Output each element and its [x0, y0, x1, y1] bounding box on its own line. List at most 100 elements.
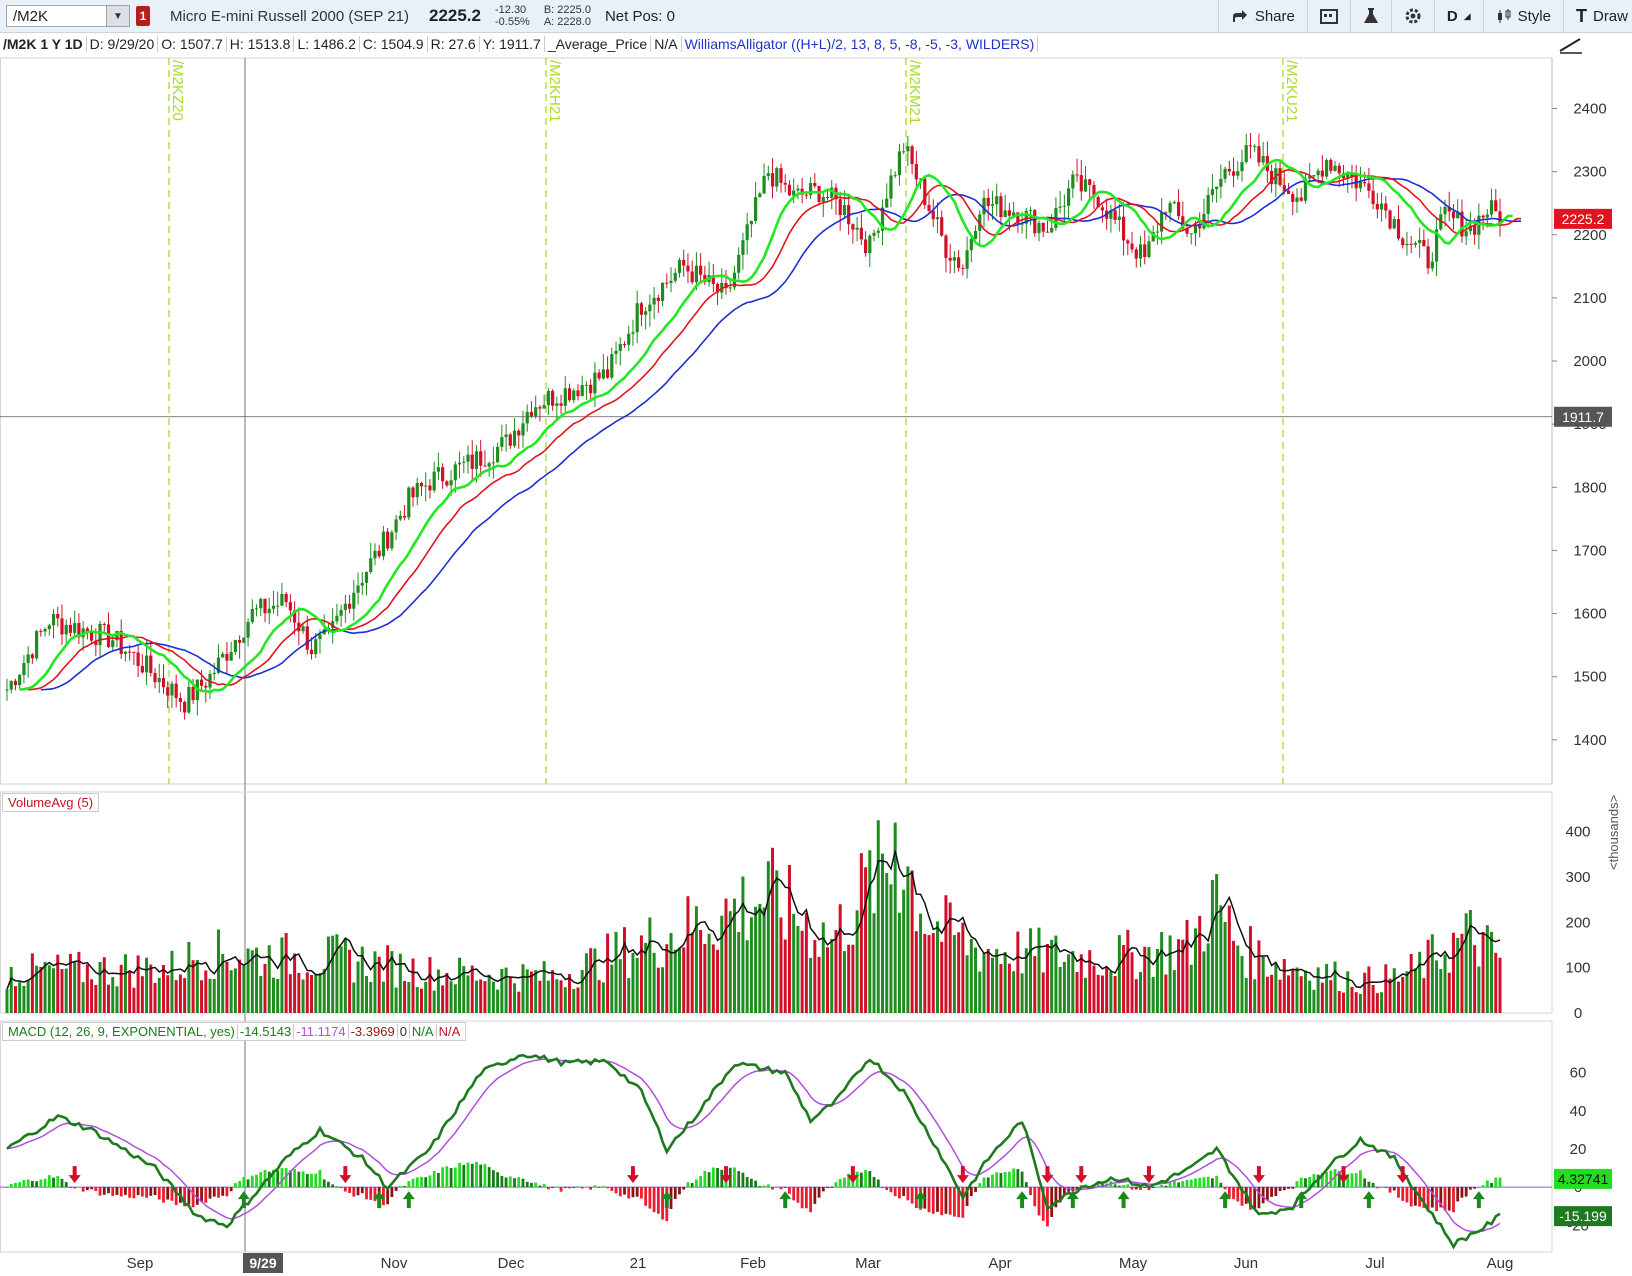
style-label: Style	[1517, 7, 1551, 25]
volume-bar	[1058, 967, 1062, 1013]
studies-button[interactable]	[1349, 0, 1391, 32]
candle-body	[35, 631, 39, 659]
macd-histogram-bar	[542, 1184, 546, 1188]
candle-body	[1253, 146, 1257, 148]
macd-study-label[interactable]: MACD (12, 26, 9, EXPONENTIAL, yes) -14.5…	[2, 1022, 467, 1041]
candle-body	[221, 653, 225, 658]
symbol-selector[interactable]: /M2K ▼	[6, 5, 130, 27]
macd-histogram-bar	[703, 1170, 707, 1188]
chevron-down-icon[interactable]: ▼	[106, 6, 129, 26]
buy-signal-arrow	[1066, 1191, 1079, 1209]
macd-histogram-bar	[1198, 1177, 1202, 1188]
macd-histogram-bar	[1185, 1179, 1189, 1188]
candle-body	[246, 622, 250, 638]
volume-bar	[115, 986, 119, 1013]
candle-body	[940, 217, 944, 236]
calendar-button[interactable]	[1306, 0, 1350, 32]
macd-diff-tag	[1554, 1168, 1612, 1189]
macd-histogram-bar	[77, 1186, 81, 1188]
volume-bar	[749, 917, 753, 1013]
share-button[interactable]: Share	[1217, 0, 1307, 32]
time-axis-label: Aug	[1487, 1255, 1514, 1272]
macd-histogram-bar	[669, 1187, 673, 1210]
candle-body	[1130, 243, 1134, 250]
candle-body	[1333, 165, 1337, 171]
candle-body	[910, 146, 914, 165]
candle-body	[622, 344, 627, 346]
macd-histogram-bar	[986, 1177, 990, 1188]
macd-histogram-bar	[538, 1185, 542, 1188]
candle-body	[271, 605, 276, 609]
macd-diff-tag-text: 4.32741	[1558, 1171, 1609, 1187]
candle-body	[521, 423, 525, 436]
candle-body	[724, 282, 728, 289]
macd-histogram-bar	[1092, 1184, 1096, 1188]
candle-body	[411, 487, 415, 498]
volume-bar	[47, 965, 51, 1013]
volume-bar	[952, 935, 956, 1013]
volume-bar	[589, 948, 593, 1013]
volume-bar	[745, 940, 749, 1013]
toolbar-actions: Share D ◢ Style T Draw	[1217, 0, 1632, 32]
volume-bar	[1380, 992, 1384, 1013]
time-axis: Sep Nov Dec 21 Feb Mar Apr May Jun Jul Aug 9/29	[127, 1253, 1514, 1273]
link-group-badge[interactable]: 1	[136, 6, 150, 26]
period-button[interactable]: D ◢	[1433, 0, 1483, 32]
volume-bar	[305, 972, 309, 1013]
text-tool-icon: T	[1575, 5, 1587, 26]
macd-histogram-bar	[424, 1177, 428, 1188]
volume-bar	[631, 952, 635, 1013]
volume-bar	[1206, 943, 1210, 1013]
macd-histogram-bar	[90, 1187, 93, 1190]
volume-bar	[644, 942, 648, 1013]
candle-body	[1244, 145, 1248, 163]
candle-body	[115, 630, 119, 641]
bid-price: B: 2225.0	[543, 4, 591, 16]
macd-histogram-bar	[343, 1187, 347, 1192]
candle-body	[931, 210, 935, 220]
volume-bar	[1435, 960, 1439, 1013]
volume-bar	[1160, 931, 1164, 1013]
macd-histogram-bar	[1020, 1171, 1024, 1188]
macd-histogram-bar	[1359, 1170, 1362, 1188]
candle-body	[1320, 170, 1324, 177]
volume-bar	[111, 977, 115, 1013]
volume-bar	[1477, 966, 1481, 1013]
macd-histogram-bar	[1401, 1187, 1405, 1201]
candle-body	[140, 665, 144, 673]
volume-bar	[665, 944, 669, 1013]
drawing-tool-icon[interactable]	[1556, 33, 1586, 55]
volume-bar	[893, 822, 897, 1013]
volume-study-label[interactable]: VolumeAvg (5)	[2, 793, 100, 812]
volume-bar	[580, 970, 584, 1013]
candle-body	[360, 582, 364, 586]
candle-body	[123, 651, 128, 654]
style-button[interactable]: Style	[1482, 0, 1563, 32]
candle-body	[1126, 240, 1130, 244]
volume-bar	[711, 944, 715, 1013]
candle-body	[445, 481, 449, 486]
volume-bar	[914, 931, 918, 1013]
candle-body	[1066, 188, 1071, 206]
volume-bar	[436, 969, 440, 1013]
candle-body	[580, 385, 584, 397]
candle-body	[1058, 206, 1062, 208]
volume-bar	[200, 980, 204, 1013]
macd-histogram-bar	[1278, 1187, 1282, 1192]
macd-histogram-bar	[872, 1176, 876, 1188]
macd-histogram-bar	[1253, 1187, 1257, 1209]
alligator-study-label[interactable]: WilliamsAlligator ((H+L)/2, 13, 8, 5, -8…	[682, 36, 1039, 52]
candle-body	[551, 390, 555, 406]
candle-body	[1295, 197, 1299, 202]
volume-bar	[445, 972, 449, 1013]
draw-button[interactable]: T Draw	[1562, 0, 1632, 32]
candle-body	[419, 482, 424, 487]
settings-button[interactable]	[1390, 0, 1434, 32]
cursor-price-tag-text: 1911.7	[1562, 409, 1604, 425]
candle-body	[259, 598, 263, 609]
candle-body	[170, 683, 174, 696]
macd-histogram-bar	[1050, 1187, 1054, 1217]
volume-bar	[851, 944, 855, 1013]
macd-histogram-bar	[982, 1177, 986, 1188]
